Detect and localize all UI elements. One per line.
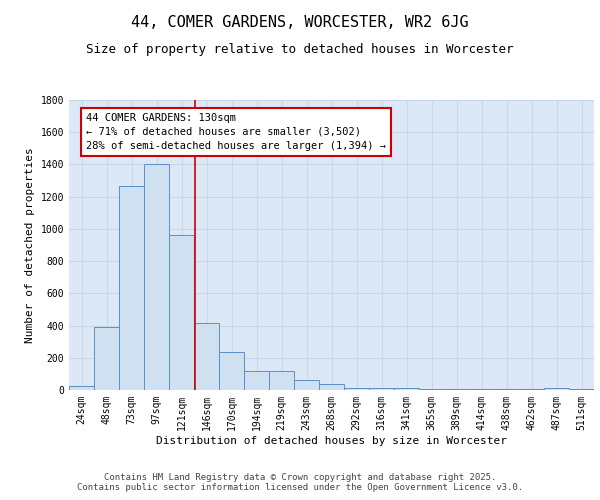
Bar (244, 370, 269, 390)
Bar (519, 389, 544, 390)
Bar (294, 380, 319, 390)
Bar (494, 389, 519, 390)
Bar (419, 389, 444, 390)
Bar (544, 388, 569, 390)
Text: 44 COMER GARDENS: 130sqm
← 71% of detached houses are smaller (3,502)
28% of sem: 44 COMER GARDENS: 130sqm ← 71% of detach… (86, 113, 386, 151)
Bar (94, 327, 119, 390)
Y-axis label: Number of detached properties: Number of detached properties (25, 147, 35, 343)
Bar (344, 388, 369, 390)
Bar (169, 236, 194, 390)
Bar (319, 384, 344, 390)
Bar (269, 370, 294, 390)
Bar (444, 389, 469, 390)
X-axis label: Distribution of detached houses by size in Worcester: Distribution of detached houses by size … (156, 436, 507, 446)
Bar (469, 389, 494, 390)
Text: 44, COMER GARDENS, WORCESTER, WR2 6JG: 44, COMER GARDENS, WORCESTER, WR2 6JG (131, 15, 469, 30)
Bar (194, 323, 219, 390)
Bar (369, 388, 394, 390)
Bar (394, 388, 419, 390)
Bar (69, 386, 94, 390)
Text: Size of property relative to detached houses in Worcester: Size of property relative to detached ho… (86, 42, 514, 56)
Bar (119, 186, 144, 390)
Bar (144, 164, 169, 390)
Bar (219, 352, 244, 390)
Bar (569, 389, 594, 390)
Text: Contains HM Land Registry data © Crown copyright and database right 2025.
Contai: Contains HM Land Registry data © Crown c… (77, 473, 523, 492)
